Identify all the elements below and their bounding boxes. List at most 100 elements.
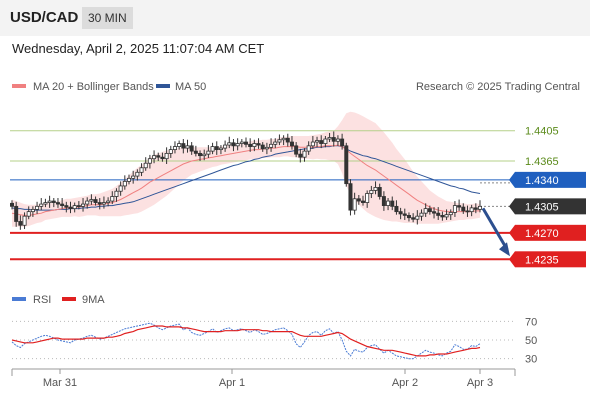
candle [81, 198, 86, 212]
candle-body [436, 212, 441, 216]
candle [139, 163, 144, 177]
candle [160, 152, 165, 162]
ma9-legend-swatch [62, 297, 76, 301]
candle-body [76, 205, 81, 207]
candle-body [64, 205, 69, 208]
level-tag-pointer-1.4305 [509, 198, 515, 215]
rsi-legend-label: RSI [33, 294, 51, 306]
candle [310, 135, 315, 149]
candle-body [85, 200, 90, 205]
candle [9, 200, 14, 210]
candle-body [386, 200, 391, 206]
candle-body [89, 199, 94, 202]
candle-body [14, 205, 19, 222]
candle-body [310, 141, 315, 147]
candle [47, 195, 52, 208]
credit-label: Research © 2025 Trading Central [416, 81, 580, 93]
rsi-ma9-line [11, 325, 481, 357]
candle [214, 141, 219, 155]
candle-body [402, 213, 407, 216]
candle [172, 141, 177, 154]
candle [135, 169, 140, 181]
candle-body [30, 208, 35, 213]
ma20-line [11, 144, 480, 216]
candle [323, 135, 328, 148]
candle-body [469, 207, 474, 213]
candle-body [415, 215, 420, 220]
candle [448, 209, 453, 220]
candle-body [294, 145, 299, 155]
candle [390, 196, 395, 211]
candle [193, 145, 198, 157]
candle [248, 138, 253, 152]
candle [256, 138, 261, 149]
candle [461, 203, 466, 214]
candle-body [152, 155, 157, 160]
rsi-line [11, 322, 481, 360]
level-label-1.4405: 1.4405 [525, 126, 559, 138]
candle-body [181, 143, 186, 149]
candle [43, 198, 48, 208]
candle [281, 135, 286, 146]
candle-body [260, 144, 265, 150]
candle [327, 132, 332, 143]
candle-body [427, 208, 432, 213]
candle [22, 212, 27, 230]
candle-body [122, 180, 127, 187]
candle-body [465, 210, 470, 213]
price-plot-area: 1.4405 1.4365 1.4340 1.4305 1.4270 1.4235 [9, 111, 586, 268]
candle-body [156, 155, 161, 158]
candle [198, 150, 203, 161]
candle-body [110, 196, 115, 202]
x-tick-label: Apr 2 [392, 377, 418, 389]
candle-body [373, 187, 378, 191]
candle [340, 133, 345, 150]
candle [260, 142, 265, 152]
candle-body [39, 203, 44, 207]
candle [306, 141, 311, 155]
candle-body [252, 143, 257, 147]
candle [18, 215, 23, 230]
candle [402, 208, 407, 220]
candle [289, 135, 294, 150]
candle [164, 147, 169, 164]
candle [277, 134, 282, 146]
candle-body [22, 215, 27, 226]
candle [285, 133, 290, 147]
candle [411, 213, 416, 223]
candle-body [448, 211, 453, 216]
candle [365, 190, 370, 208]
candle [264, 142, 269, 155]
level-label-1.4270: 1.4270 [525, 228, 559, 240]
level-tag-pointer-1.4340 [509, 171, 515, 188]
candle [440, 211, 445, 221]
ma50-legend-label: MA 50 [175, 81, 206, 93]
rsi-legend-swatch [12, 297, 26, 301]
candle-body [269, 143, 274, 148]
level-label-1.4305: 1.4305 [525, 201, 559, 213]
candle-body [168, 149, 173, 154]
x-tick-label: Mar 31 [43, 377, 77, 389]
forecast-arrow-head [499, 242, 510, 257]
candle-body [319, 140, 324, 144]
candle-body [340, 138, 345, 147]
candle-body [9, 202, 14, 207]
timeframe-badge[interactable]: 30 MIN [82, 7, 133, 29]
candle [189, 142, 194, 155]
candle [97, 198, 102, 210]
candle [298, 148, 303, 163]
candle-body [360, 200, 365, 203]
candle-body [231, 142, 236, 147]
candle-body [93, 199, 98, 203]
level-tag-1.4305 [515, 198, 586, 215]
candle-body [390, 200, 395, 207]
candle-body [248, 143, 253, 147]
candle [206, 145, 211, 158]
candle [51, 198, 56, 208]
candle [35, 201, 40, 214]
candle [60, 198, 65, 209]
candle [127, 174, 132, 185]
candle [114, 188, 119, 202]
candle [110, 191, 115, 205]
candle [235, 138, 240, 151]
